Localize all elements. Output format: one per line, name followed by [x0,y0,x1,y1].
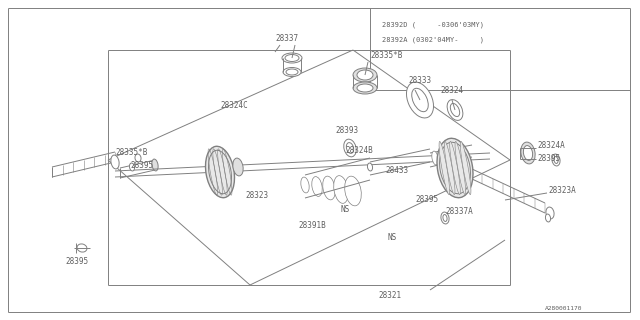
Text: 28395: 28395 [130,161,153,170]
Ellipse shape [552,154,560,166]
Ellipse shape [545,214,550,222]
Text: 28323: 28323 [245,190,268,199]
Text: 28395: 28395 [65,258,88,267]
Ellipse shape [452,147,458,161]
Text: 28321: 28321 [378,291,401,300]
Text: 28395: 28395 [415,196,438,204]
Ellipse shape [357,70,373,80]
Text: 28392A (0302'04MY-     ): 28392A (0302'04MY- ) [382,37,484,43]
Text: 28391B: 28391B [298,220,326,229]
Text: 28333: 28333 [408,76,431,84]
Ellipse shape [346,143,354,153]
Ellipse shape [233,158,243,176]
Text: 28324: 28324 [440,85,463,94]
Text: 28323A: 28323A [548,186,576,195]
Ellipse shape [450,141,460,195]
Ellipse shape [286,69,298,75]
Ellipse shape [345,176,362,206]
Ellipse shape [205,146,234,198]
Ellipse shape [455,141,466,195]
Ellipse shape [521,142,535,164]
Ellipse shape [357,84,373,92]
Ellipse shape [524,146,532,160]
Text: 28335*B: 28335*B [370,51,403,60]
Ellipse shape [353,82,377,94]
Text: 28324A: 28324A [537,140,564,149]
Ellipse shape [209,150,232,194]
Ellipse shape [412,88,428,112]
Ellipse shape [367,163,372,171]
Ellipse shape [285,54,299,61]
Ellipse shape [282,53,302,63]
Text: A280001170: A280001170 [545,306,582,310]
Text: 28337A: 28337A [445,207,473,217]
Ellipse shape [441,212,449,224]
Ellipse shape [77,244,87,252]
Ellipse shape [546,207,554,219]
Ellipse shape [437,138,473,198]
Ellipse shape [451,103,460,116]
Ellipse shape [152,159,158,171]
Text: NS: NS [340,205,349,214]
Ellipse shape [111,155,119,169]
Ellipse shape [312,177,322,196]
Ellipse shape [333,176,348,203]
Ellipse shape [353,68,377,82]
Ellipse shape [447,100,463,120]
Text: 28395: 28395 [537,154,560,163]
Ellipse shape [439,141,450,195]
Ellipse shape [129,163,134,171]
Ellipse shape [283,68,301,76]
Ellipse shape [323,176,335,200]
Ellipse shape [442,149,448,163]
Text: 28335*B: 28335*B [115,148,147,156]
Ellipse shape [444,141,455,195]
Text: NS: NS [387,234,396,243]
Text: 28392D (     -0306'03MY): 28392D ( -0306'03MY) [382,22,484,28]
Ellipse shape [432,151,438,165]
Ellipse shape [406,82,433,118]
Ellipse shape [460,141,471,195]
Text: 28393: 28393 [335,125,358,134]
Ellipse shape [440,142,470,194]
Ellipse shape [344,139,356,157]
Text: 28324C: 28324C [220,100,248,109]
Ellipse shape [301,177,309,193]
Text: 28337: 28337 [275,34,298,43]
Text: 28324B: 28324B [345,146,372,155]
Text: 28433: 28433 [385,165,408,174]
